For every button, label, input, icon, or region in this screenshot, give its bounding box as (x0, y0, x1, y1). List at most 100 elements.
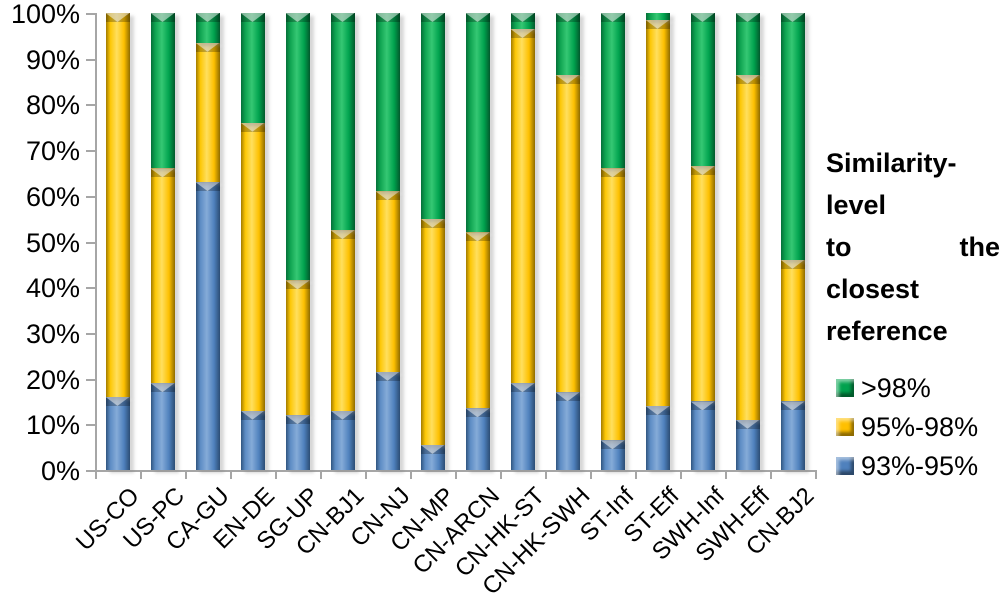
bar-segment-yellow (690, 166, 715, 402)
legend-label: 95%-98% (861, 411, 979, 442)
y-tick-label: 100% (10, 0, 80, 29)
legend-title-line-2: to the closest (826, 232, 1000, 304)
bar-segment-green (690, 13, 715, 167)
bar-segment-green (510, 13, 535, 29)
y-tick-label: 0% (40, 456, 80, 486)
legend-label: 93%-95% (861, 450, 979, 481)
bar-segment-green (240, 13, 265, 123)
bar-segment-blue (195, 182, 220, 470)
bar-segment-blue (645, 406, 670, 470)
segment-bevel-notch (240, 410, 265, 420)
x-tick (545, 470, 547, 479)
x-tick (185, 470, 187, 479)
segment-bevel-notch (780, 401, 805, 411)
bar-segment-green (330, 13, 355, 231)
legend-title-line-3: reference (826, 316, 948, 346)
x-tick (590, 470, 592, 479)
segment-bevel-notch (150, 383, 175, 393)
legend-swatch-yellow (836, 417, 854, 436)
x-tick (140, 470, 142, 479)
y-tick-label: 90% (25, 44, 80, 75)
y-tick-label: 60% (25, 181, 80, 212)
x-tick (275, 470, 277, 479)
bar-segment-blue (465, 408, 490, 470)
bar-segment-green (555, 13, 580, 75)
segment-bevel-notch (510, 28, 535, 38)
legend-swatch-green (836, 378, 854, 397)
segment-bevel-notch (150, 168, 175, 178)
segment-bevel-notch (105, 396, 130, 406)
y-tick-label: 50% (25, 227, 80, 258)
legend-item-yellow: 95%-98% (826, 407, 1000, 446)
segment-bevel-notch (465, 232, 490, 242)
bar-segment-yellow (735, 74, 760, 420)
y-tick (86, 13, 95, 15)
bar-segment-green (465, 13, 490, 233)
segment-bevel-notch (195, 42, 220, 52)
bar-segment-yellow (240, 122, 265, 411)
y-tick-label: 20% (25, 364, 80, 395)
bar-segment-blue (780, 401, 805, 470)
bar-segment-yellow (330, 230, 355, 411)
segment-bevel-notch (285, 13, 310, 22)
bar-segment-blue (375, 371, 400, 470)
x-tick (365, 470, 367, 479)
legend-items: >98% 95%-98% 93%-95% (826, 368, 1000, 485)
y-tick-label: 10% (25, 410, 80, 441)
y-tick (86, 332, 95, 335)
segment-bevel-notch (600, 440, 625, 450)
legend: Similarity-level to the closest referenc… (826, 142, 1000, 485)
segment-bevel-notch (690, 401, 715, 411)
bar-segment-yellow (285, 280, 310, 416)
bar-segment-yellow (465, 232, 490, 409)
segment-bevel-notch (735, 419, 760, 429)
bar-segment-green (600, 13, 625, 169)
segment-bevel-notch (420, 444, 445, 454)
x-tick (770, 470, 772, 479)
y-tick (86, 58, 95, 61)
bar-segment-blue (330, 410, 355, 470)
bar-segment-yellow (105, 13, 130, 397)
bar-segment-blue (150, 383, 175, 470)
segment-bevel-notch (195, 182, 220, 192)
segment-bevel-notch (195, 13, 220, 22)
segment-bevel-notch (735, 13, 760, 22)
y-tick (86, 378, 95, 381)
bar-segment-yellow (510, 28, 535, 384)
bar-segment-yellow (780, 259, 805, 402)
bar-segment-green (420, 13, 445, 219)
bar-segment-blue (510, 383, 535, 470)
bar-segment-green (150, 13, 175, 169)
segment-bevel-notch (600, 13, 625, 22)
segment-bevel-notch (555, 392, 580, 402)
bar-segment-yellow (645, 19, 670, 406)
segment-bevel-notch (330, 230, 355, 240)
segment-bevel-notch (150, 13, 175, 22)
segment-bevel-notch (375, 191, 400, 201)
segment-bevel-notch (600, 168, 625, 178)
x-tick (815, 470, 817, 479)
bar-segment-green (285, 13, 310, 281)
y-tick-label: 30% (25, 318, 80, 349)
bar-segment-blue (600, 440, 625, 470)
segment-bevel-notch (330, 410, 355, 420)
bar-segment-yellow (195, 42, 220, 183)
bar-segment-yellow (150, 168, 175, 384)
bar-segment-green (645, 13, 670, 20)
segment-bevel-notch (285, 415, 310, 425)
x-tick (635, 470, 637, 479)
x-tick (680, 470, 682, 479)
y-tick (86, 287, 95, 290)
y-tick (86, 241, 95, 244)
segment-bevel-notch (420, 13, 445, 22)
y-tick-label: 40% (25, 273, 80, 304)
segment-bevel-notch (285, 280, 310, 290)
bar-segment-blue (240, 410, 265, 470)
x-tick (455, 470, 457, 479)
bar-segment-blue (735, 419, 760, 470)
segment-bevel-notch (555, 74, 580, 84)
segment-bevel-notch (780, 13, 805, 22)
segment-bevel-notch (420, 218, 445, 228)
bar-segment-green (735, 13, 760, 75)
